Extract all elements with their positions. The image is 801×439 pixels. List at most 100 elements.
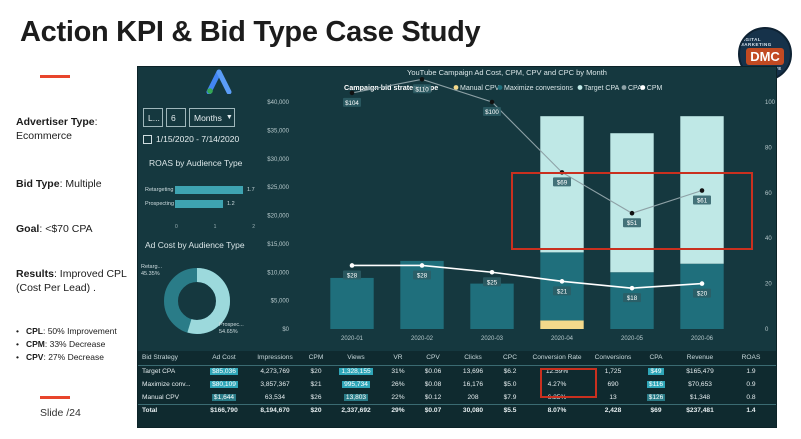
table-cell: 1,725 <box>604 368 622 376</box>
bid-strategy-table: Bid Strategy Ad Cost Impressions CPM Views VR… <box>137 351 777 417</box>
data-label-bg <box>693 195 711 205</box>
line-point <box>349 263 355 268</box>
table-cell: 16,176 <box>462 381 484 388</box>
legend-item-label: CPA <box>628 85 642 92</box>
data-label: $100 <box>485 109 499 116</box>
campaign-filter[interactable]: L... <box>143 108 163 127</box>
results-bullet-list: CPL: 50% Improvement CPM: 33% Decrease C… <box>16 325 117 364</box>
data-label-bg <box>413 84 431 94</box>
results-info: Results: Improved CPL (Cost Per Lead) . <box>16 268 127 294</box>
period-count-input[interactable]: 6 <box>166 108 186 127</box>
y-right-tick-label: 100 <box>765 100 776 106</box>
table-cell: $7.9 <box>503 393 517 401</box>
table-cell: $26 <box>310 393 322 401</box>
line-series-cpa <box>351 78 703 214</box>
table-cell: Maximize conv... <box>142 381 191 388</box>
roas-bar <box>175 185 243 194</box>
data-label: $69 <box>557 179 568 186</box>
data-label: $51 <box>627 220 638 227</box>
goal-label: Goal <box>16 223 40 235</box>
results-value: Improved CPL <box>59 268 127 280</box>
table-cell: 2,337,692 <box>331 403 381 417</box>
column-header[interactable]: CPC <box>495 351 525 366</box>
column-header[interactable]: ROAS <box>725 351 777 366</box>
column-header[interactable]: Revenue <box>675 351 725 366</box>
period-unit-select[interactable]: Months ▼ <box>189 108 235 127</box>
goal-info: Goal: <$70 CPA <box>16 223 93 235</box>
line-point <box>629 285 635 291</box>
table-cell: 0.8 <box>746 393 756 401</box>
data-label: $28 <box>347 272 358 279</box>
legend-swatch <box>621 85 627 90</box>
data-label: $20 <box>697 291 708 298</box>
y-right-tick-label: 60 <box>765 191 772 197</box>
data-label-bg <box>413 270 431 280</box>
table-header-row: Bid Strategy Ad Cost Impressions CPM Views VR… <box>137 351 777 366</box>
x-tick-label: 2020-04 <box>551 336 574 342</box>
table-cell: $116 <box>646 381 666 388</box>
table-total-row: Total $166,790 8,194,670 $20 2,337,692 29% $0.… <box>137 403 777 417</box>
column-header[interactable]: CPA <box>637 351 675 366</box>
column-header[interactable]: CPV <box>415 351 451 366</box>
bid-value: Multiple <box>65 178 102 190</box>
chart-title: YouTube Campaign Ad Cost, CPM, CPV and C… <box>407 68 607 77</box>
chevron-down-icon: ▼ <box>225 114 233 121</box>
table-cell: 13 <box>609 393 617 401</box>
table-cell: 29% <box>381 403 415 417</box>
table-cell: 13,803 <box>343 393 369 401</box>
table-cell: $5.5 <box>495 403 525 417</box>
column-header[interactable]: Impressions <box>249 351 301 366</box>
adcost-panel-title: Ad Cost by Audience Type <box>145 240 245 250</box>
donut-label-prospecting: Prospec... 54.65% <box>219 322 244 335</box>
results-value-2: (Cost Per Lead) . <box>16 282 96 294</box>
table-cell: $126 <box>646 393 666 401</box>
column-header[interactable]: Conversions <box>589 351 637 366</box>
cpa-highlight-box <box>511 172 753 250</box>
bullet-item: CPV: 27% Decrease <box>16 351 117 364</box>
advertiser-label: Advertiser Type <box>16 116 95 128</box>
line-series-cpm <box>352 264 703 289</box>
table-cell: $20 <box>310 368 322 376</box>
table-cell: $6.2 <box>503 368 517 376</box>
y-left-tick-label: $15,000 <box>267 242 289 248</box>
y-left-tick-label: $25,000 <box>267 185 289 191</box>
y-left-tick-label: $10,000 <box>267 270 289 276</box>
table-cell: 4.27% <box>547 381 567 388</box>
logo-top-text: DIGITAL MARKETING <box>740 37 772 47</box>
table-cell: 4,273,769 <box>260 368 290 376</box>
bar-segment <box>540 320 584 329</box>
table-cell: Total <box>137 403 199 417</box>
table-cell: 1.9 <box>746 368 756 376</box>
column-header[interactable]: CPM <box>301 351 331 366</box>
column-header[interactable]: Ad Cost <box>199 351 249 366</box>
y-left-tick-label: $0 <box>282 327 289 333</box>
table-cell: 13,696 <box>462 368 484 376</box>
data-label: $110 <box>415 86 429 93</box>
table-cell: $70,653 <box>688 381 712 388</box>
footer-accent-bar <box>40 396 70 399</box>
table-row: Manual CPV $1,644 63,534 $26 13,803 22% $0.12 2… <box>137 391 777 404</box>
advertiser-info: Advertiser Type: Ecommerce <box>16 116 98 142</box>
roas-bar-chart: Retargeting 1.7 Prospecting 1.2 <box>145 184 260 212</box>
table-cell: 22% <box>391 393 405 401</box>
donut-slice-prospecting <box>164 268 230 334</box>
table-cell: Manual CPV <box>142 393 180 401</box>
data-label-bg <box>693 288 711 298</box>
table-cell: 208 <box>467 393 479 401</box>
table-cell: $0.08 <box>424 381 442 388</box>
legend-item-label: Maximize conversions <box>504 85 573 92</box>
column-header[interactable]: VR <box>381 351 415 366</box>
date-range[interactable]: 1/15/2020 - 7/14/2020 <box>143 134 239 144</box>
table-row: Maximize conv... $80,109 3,857,367 $21 995,7… <box>137 378 777 391</box>
column-header[interactable]: Clicks <box>451 351 495 366</box>
legend-title: Campaign bid strategy type <box>344 83 438 92</box>
y-left-tick-label: $30,000 <box>267 157 289 163</box>
table-cell: $0.07 <box>415 403 451 417</box>
column-header[interactable]: Conversion Rate <box>525 351 589 366</box>
x-tick-label: 2020-05 <box>621 336 644 342</box>
column-header[interactable]: Bid Strategy <box>137 351 199 366</box>
bullet-item: CPL: 50% Improvement <box>16 325 117 338</box>
data-label: $25 <box>487 279 498 286</box>
column-header[interactable]: Views <box>331 351 381 366</box>
dashboard-screenshot: L... 6 Months ▼ 1/15/2020 - 7/14/2020 RO… <box>137 66 777 428</box>
